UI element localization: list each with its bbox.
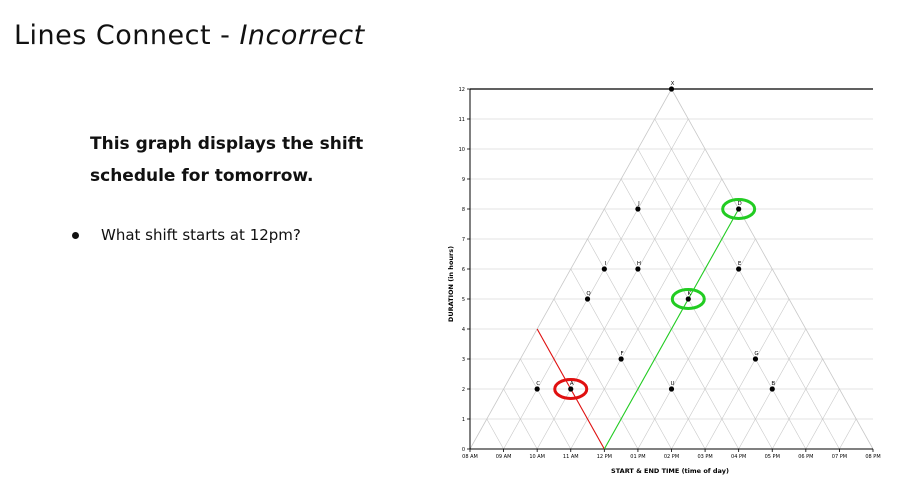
triangle-left-edge	[469, 88, 672, 450]
x-tick-label: 11 AM	[563, 454, 579, 460]
x-tick-label: 09 AM	[496, 454, 512, 460]
point-q	[584, 296, 591, 302]
point-c	[534, 386, 540, 392]
y-tick-label: 10	[459, 147, 465, 153]
point-u	[668, 386, 675, 392]
point-g	[752, 356, 759, 362]
y-tick-label: 11	[459, 117, 465, 123]
rising-gridline	[637, 238, 756, 450]
bullet-item: What shift starts at 12pm?	[72, 226, 301, 244]
bullet-text: What shift starts at 12pm?	[101, 226, 301, 244]
x-tick-label: 01 PM	[630, 454, 645, 460]
falling-gridline	[654, 118, 840, 450]
point-j	[635, 206, 641, 212]
y-axis-label: DURATION (in hours)	[447, 246, 455, 322]
point-label: J	[637, 201, 640, 207]
falling-gridline	[503, 388, 538, 450]
y-tick-label: 2	[462, 387, 465, 393]
point-label: H	[637, 261, 641, 267]
y-tick-label: 12	[459, 87, 465, 93]
x-tick-label: 12 PM	[597, 454, 612, 460]
y-tick-label: 7	[462, 237, 465, 243]
point-d	[736, 206, 742, 212]
rising-gridline	[570, 178, 723, 450]
falling-gridline	[486, 418, 504, 450]
x-tick-label: 08 PM	[865, 454, 880, 460]
y-tick-label: 6	[462, 267, 465, 273]
point-f	[618, 356, 624, 362]
y-tick-label: 9	[462, 177, 465, 183]
triangle-right-edge	[671, 88, 874, 450]
chart-grid	[469, 88, 874, 450]
point-k	[685, 296, 691, 302]
title-main: Lines Connect -	[14, 20, 240, 51]
point-label: G	[754, 351, 758, 357]
falling-gridline	[520, 358, 572, 450]
bullet-dot	[72, 232, 79, 239]
point-x	[668, 86, 675, 92]
rising-gridline	[704, 298, 790, 450]
point-a	[568, 386, 574, 392]
chart-points: X J D I H E Q K F G C A U B	[534, 81, 775, 392]
slide-description: This graph displays the shift schedule f…	[90, 134, 364, 186]
x-tick-label: 08 AM	[462, 454, 478, 460]
falling-gridline	[553, 298, 639, 450]
x-tick-label: 02 PM	[664, 454, 679, 460]
x-tick-label: 05 PM	[765, 454, 780, 460]
point-b	[769, 386, 775, 392]
y-tick-label: 0	[462, 447, 465, 453]
x-tick-label: 04 PM	[731, 454, 746, 460]
y-tick-label: 4	[462, 327, 465, 333]
point-h	[635, 266, 641, 272]
falling-gridline	[637, 148, 807, 450]
red-highlight-circle	[553, 378, 589, 400]
x-tick-label: 03 PM	[697, 454, 712, 460]
green-highlight-circle	[670, 288, 706, 310]
point-i	[601, 266, 607, 272]
point-label: B	[771, 381, 775, 387]
chart-annotations	[536, 198, 757, 450]
x-axis-label: START & END TIME (time of day)	[611, 467, 729, 475]
title-emphasis: Incorrect	[239, 20, 365, 51]
point-label: K	[687, 291, 691, 297]
rising-gridline	[771, 358, 823, 450]
y-tick-label: 1	[462, 417, 465, 423]
rising-gridline	[503, 118, 689, 450]
green-connect-line	[603, 208, 740, 450]
green-highlight-circle	[721, 198, 757, 220]
rising-gridline	[839, 418, 857, 450]
x-tick-label: 07 PM	[832, 454, 847, 460]
point-label: E	[738, 261, 742, 267]
point-label: C	[536, 381, 540, 387]
falling-gridline	[587, 238, 706, 450]
slide-title: Lines Connect - Incorrect	[14, 20, 365, 51]
x-tick-label: 06 PM	[798, 454, 813, 460]
point-e	[736, 266, 742, 272]
x-tick-label: 10 AM	[529, 454, 545, 460]
point-label: F	[621, 351, 624, 357]
y-tick-label: 5	[462, 297, 465, 303]
falling-gridline	[620, 178, 773, 450]
point-label: A	[570, 381, 574, 387]
point-label: D	[738, 201, 742, 207]
point-label: Q	[586, 291, 591, 297]
y-tick-label: 8	[462, 207, 465, 213]
point-label: X	[671, 81, 675, 87]
point-label: U	[670, 381, 674, 387]
y-tick-label: 3	[462, 357, 465, 363]
point-label: I	[605, 261, 607, 267]
